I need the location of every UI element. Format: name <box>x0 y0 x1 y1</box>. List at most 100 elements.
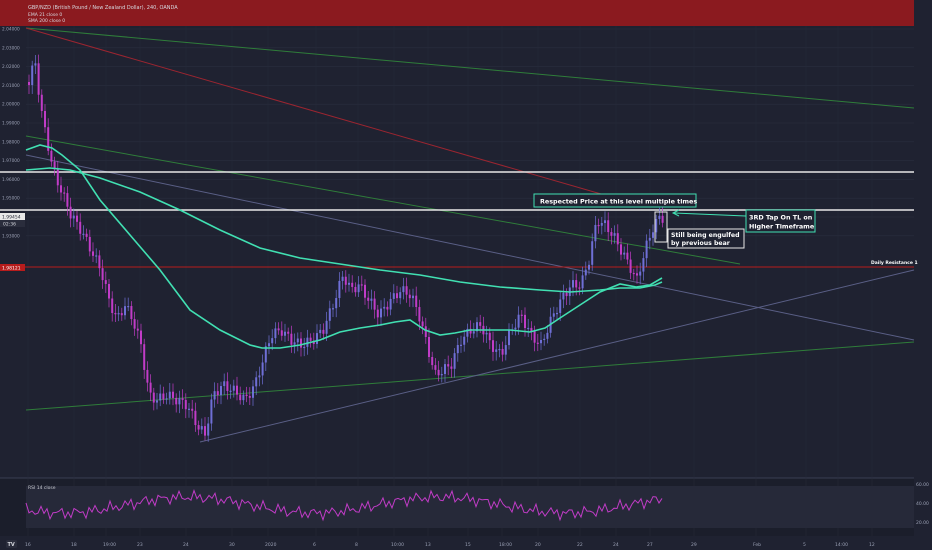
candle-body <box>184 399 187 410</box>
candle-body <box>63 192 66 194</box>
candle-body <box>514 327 517 330</box>
candle-body <box>597 224 600 227</box>
candle-body <box>284 331 286 336</box>
candle-body <box>338 280 341 299</box>
candle-body <box>274 328 277 339</box>
candle-body <box>319 329 322 334</box>
candle-body <box>524 314 526 328</box>
time-tick: 12 <box>869 542 875 548</box>
candle-body <box>572 280 574 288</box>
candle-body <box>108 283 110 299</box>
candle-body <box>616 233 619 245</box>
time-tick: 13 <box>425 542 431 548</box>
resistance-zone-top <box>0 0 914 26</box>
price-tick: 1.99000 <box>2 121 20 127</box>
candle-body <box>591 241 594 265</box>
candle-body <box>386 306 389 310</box>
indicator-legend-sma: SMA 200 close 0 <box>28 18 65 24</box>
candle-body <box>31 65 34 86</box>
candle-body <box>50 150 53 162</box>
time-tick: 8 <box>355 542 358 548</box>
candle-body <box>565 292 568 297</box>
candle-body <box>117 313 120 315</box>
candle-body <box>156 400 158 403</box>
candle-body <box>639 271 642 276</box>
candle-body <box>520 314 523 316</box>
candle-body <box>396 293 398 299</box>
candle-body <box>101 268 104 281</box>
candle-body <box>495 349 498 352</box>
green-trendline-upper <box>25 27 915 109</box>
candle-body <box>114 312 117 315</box>
candle-body <box>181 398 184 400</box>
candle-body <box>76 215 78 222</box>
candle-body <box>453 353 456 369</box>
annotation-tap[interactable]: 3RD Tap On TL on Higher Timeframe <box>671 209 816 233</box>
candle-body <box>133 319 136 329</box>
candle-body <box>168 391 171 399</box>
rsi-axis[interactable]: 60.00 40.00 20.00 <box>916 482 929 526</box>
time-axis[interactable]: 16 18 19:00 23 24 30 2020 6 8 10:00 13 15 18:00 20 22 2… <box>25 542 875 548</box>
candle-body <box>98 255 101 269</box>
candle-body <box>642 258 645 272</box>
candle-body <box>447 364 450 367</box>
candle-body <box>303 346 306 349</box>
candle-body <box>210 399 213 424</box>
annotation-tap-line2: Higher Timeframe <box>749 223 815 231</box>
candle-body <box>344 276 347 285</box>
candle-body <box>488 332 491 341</box>
candle-body <box>88 236 91 252</box>
candle-body <box>232 385 235 391</box>
candle-body <box>463 336 466 345</box>
candle-body <box>328 308 331 321</box>
candle-body <box>124 306 126 316</box>
candle-body <box>216 391 219 396</box>
candle-body <box>540 340 542 344</box>
candle-body <box>543 338 546 341</box>
candle-body <box>149 382 152 393</box>
candle-body <box>40 94 43 111</box>
candle-body <box>556 312 558 315</box>
red-trendline <box>25 27 609 197</box>
rsi-tick: 20.00 <box>916 520 929 526</box>
candle-body <box>261 362 264 376</box>
candle-body <box>412 295 414 299</box>
candle-body <box>440 374 443 376</box>
candle-body <box>536 342 539 344</box>
price-tick: 2.01000 <box>2 83 20 89</box>
candle-body <box>367 297 370 301</box>
current-price-tag: 1.99454 02:36 <box>0 213 25 228</box>
candle-body <box>504 345 507 355</box>
rsi-band <box>26 486 914 528</box>
candle-body <box>389 298 392 310</box>
candle-body <box>56 169 59 186</box>
green-trendline-lower <box>25 341 915 411</box>
candle-body <box>527 327 530 330</box>
candle-body <box>661 215 664 223</box>
candle-body <box>72 215 75 219</box>
candle-body <box>28 82 30 86</box>
candle-body <box>207 423 210 436</box>
candle-body <box>348 282 350 285</box>
candle-body <box>178 398 181 405</box>
candle-body <box>629 259 632 273</box>
annotation-respected[interactable]: Respected Price at this level multiple t… <box>533 193 697 208</box>
candle-body <box>152 392 155 403</box>
candle-body <box>645 240 648 259</box>
candle-body <box>306 337 309 347</box>
candle-body <box>239 394 242 401</box>
annotation-engulf[interactable]: Still being engulfed by previous bear <box>667 228 745 249</box>
candle-body <box>626 252 629 260</box>
candle-body <box>300 338 302 348</box>
candle-body <box>508 330 510 346</box>
candle-body <box>658 215 661 219</box>
candle-body <box>255 377 258 387</box>
annotation-tap-arrowhead <box>671 209 680 217</box>
candle-body <box>434 365 437 370</box>
sma-line <box>25 167 663 293</box>
price-tick: 1.97000 <box>2 158 20 164</box>
candle-body <box>220 386 222 396</box>
candle-body <box>588 264 590 270</box>
candle-body <box>354 286 357 293</box>
